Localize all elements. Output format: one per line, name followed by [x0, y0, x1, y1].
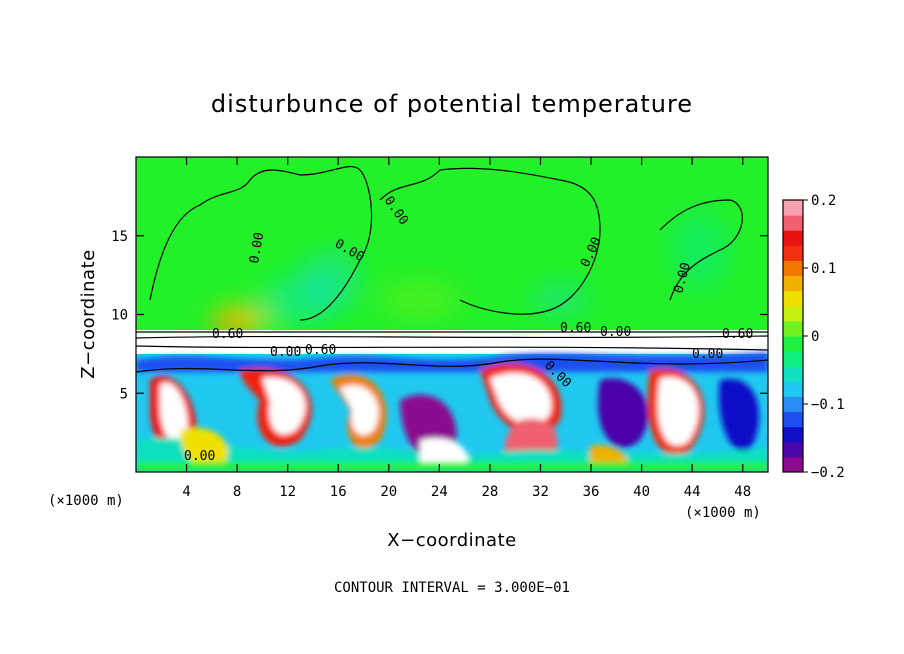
colorbar-segment — [783, 230, 803, 246]
colorbar-segment — [783, 245, 803, 261]
colorbar-segment — [783, 305, 803, 322]
x-tick-label: 36 — [583, 484, 600, 500]
colorbar-ticks: 0.2 0.1 0 −0.1 −0.2 — [803, 193, 845, 481]
contour-label-group: 0.00 0.00 0.00 0.00 0.00 0.00 0.60 0.60 … — [184, 194, 753, 464]
contour-lines — [136, 165, 768, 373]
x-tick-label: 40 — [633, 484, 650, 500]
colorbar-tick-label: −0.2 — [811, 465, 845, 481]
x-tick-label: 24 — [431, 484, 448, 500]
chart-title: disturbunce of potential temperature — [211, 90, 693, 118]
colorbar-segment — [783, 396, 803, 413]
y-tick-label: 15 — [111, 229, 128, 245]
contour-interval-note: CONTOUR INTERVAL = 3.000E−01 — [334, 580, 570, 596]
contour-label: 0.60 — [305, 343, 336, 358]
x-tick-label: 28 — [481, 484, 498, 500]
colorbar-segment — [783, 290, 803, 307]
x-axis-label: X−coordinate — [387, 530, 516, 551]
contour-label: 0.60 — [560, 321, 591, 336]
y-tick-label: 5 — [120, 386, 128, 402]
colorbar-tick-label: 0.1 — [811, 261, 836, 277]
colorbar-segment — [783, 366, 803, 382]
x-tick-label: 12 — [279, 484, 296, 500]
y-axis-ticks: 5 10 15 — [111, 229, 768, 402]
x-tick-label: 48 — [734, 484, 751, 500]
x-axis-unit: (×1000 m) — [685, 505, 761, 521]
x-tick-label: 4 — [182, 484, 190, 500]
colorbar-segment — [783, 260, 803, 277]
x-tick-label: 8 — [233, 484, 241, 500]
y-tick-label: 10 — [111, 308, 128, 324]
contour-label: 0.00 — [600, 325, 631, 340]
contour-label: 0.60 — [212, 327, 243, 342]
x-tick-label: 20 — [380, 484, 397, 500]
field-upper-variations — [212, 210, 730, 334]
colorbar-tick-label: 0.2 — [811, 193, 836, 209]
colorbar-segment — [783, 441, 803, 458]
colorbar — [782, 199, 804, 473]
contour-label: 0.00 — [184, 449, 215, 464]
field-tropopause-band — [136, 330, 768, 354]
field-lower-eddies — [136, 352, 768, 472]
x-tick-label: 32 — [532, 484, 549, 500]
x-tick-label: 16 — [330, 484, 347, 500]
colorbar-segment — [783, 320, 803, 337]
x-tick-label: 44 — [684, 484, 701, 500]
colorbar-segment — [783, 411, 803, 428]
colorbar-segment — [783, 381, 803, 397]
colorbar-segment — [783, 275, 803, 292]
colorbar-segment — [783, 456, 803, 473]
y-axis-label: Z−coordinate — [78, 249, 99, 378]
colorbar-tick-label: 0 — [811, 329, 819, 345]
colorbar-segment — [783, 351, 803, 367]
colorbar-segment — [783, 426, 803, 443]
plot-area: 0.00 0.00 0.00 0.00 0.00 0.00 0.60 0.60 … — [136, 157, 768, 472]
colorbar-segment — [783, 215, 803, 231]
y-axis-unit: (×1000 m) — [48, 493, 124, 509]
x-axis-ticks: 4 8 12 16 20 24 28 32 36 40 44 48 — [182, 157, 751, 500]
contour-label: 0.60 — [722, 327, 753, 342]
colorbar-segment — [783, 200, 803, 216]
contour-label: 0.00 — [247, 231, 267, 264]
colorbar-segment — [783, 336, 803, 352]
contour-label: 0.00 — [692, 347, 723, 362]
colorbar-tick-label: −0.1 — [811, 397, 845, 413]
contour-label: 0.00 — [270, 345, 301, 360]
